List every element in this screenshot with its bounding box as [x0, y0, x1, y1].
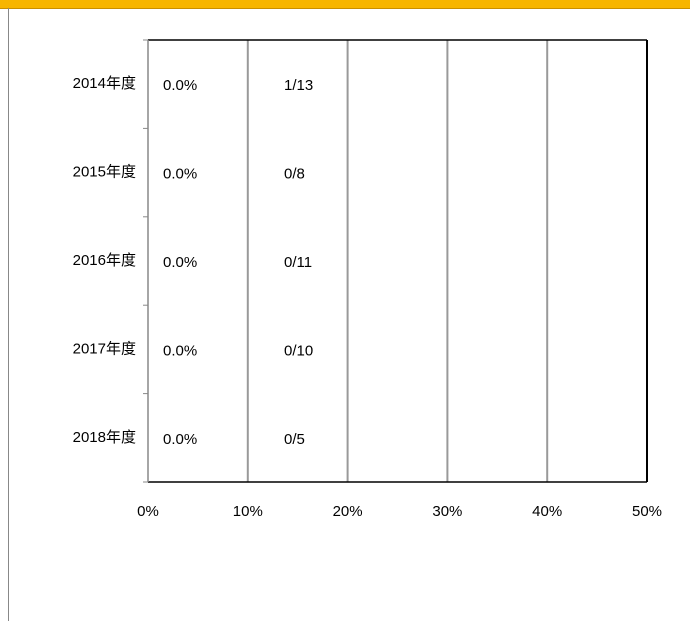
x-tick-label: 0% [137, 503, 159, 520]
header-bar [0, 0, 690, 8]
x-tick-label: 50% [632, 503, 662, 520]
y-tick-label: 2015年度 [73, 164, 136, 181]
value-label: 0.0% [163, 254, 197, 271]
annotation: 0/11 [284, 254, 312, 271]
annotation: 0/10 [284, 342, 313, 359]
annotation: 0/5 [284, 431, 305, 448]
value-label: 0.0% [163, 77, 197, 94]
y-tick-label: 2014年度 [73, 75, 136, 92]
x-tick-label: 30% [432, 503, 462, 520]
y-tick-label: 2017年度 [73, 340, 136, 357]
x-tick-label: 10% [233, 503, 263, 520]
x-tick-label: 40% [532, 503, 562, 520]
y-tick-label: 2018年度 [73, 429, 136, 446]
annotation: 1/13 [284, 77, 313, 94]
value-label: 0.0% [163, 166, 197, 183]
value-label: 0.0% [163, 431, 197, 448]
y-tick-label: 2016年度 [73, 252, 136, 269]
x-tick-label: 20% [333, 503, 363, 520]
annotation: 0/8 [284, 166, 305, 183]
value-label: 0.0% [163, 342, 197, 359]
